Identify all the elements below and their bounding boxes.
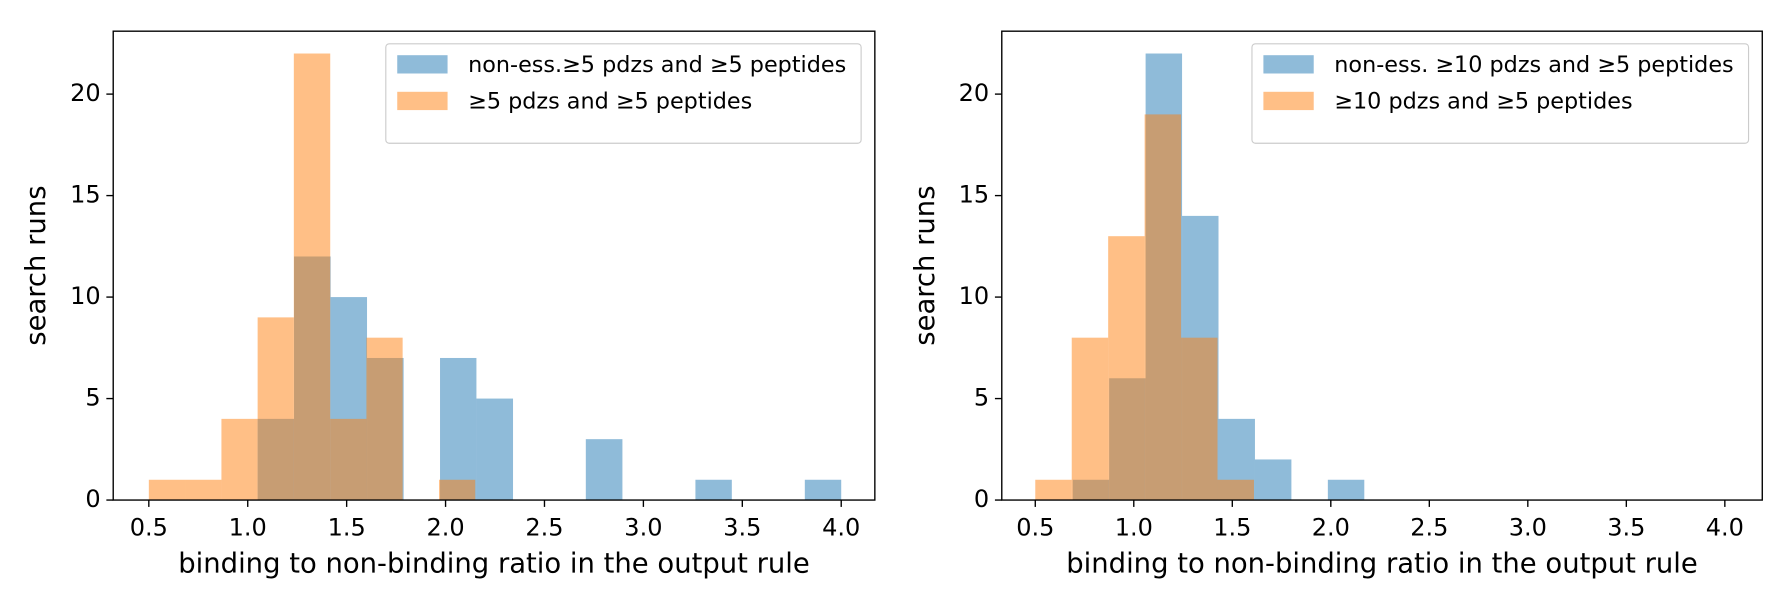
legend-label: ≥10 pdzs and ≥5 peptides	[1334, 89, 1632, 115]
bar	[804, 479, 842, 501]
y-tick-label: 15	[70, 181, 101, 209]
axes-frame	[112, 30, 876, 501]
x-tick-label: 0.5	[1016, 514, 1054, 542]
legend-label: ≥5 pdzs and ≥5 peptides	[468, 89, 752, 115]
x-tick-label: 2.5	[1410, 514, 1448, 542]
bar	[1217, 479, 1254, 501]
y-tick-label: 20	[70, 79, 101, 107]
bar	[1254, 459, 1292, 501]
bar	[257, 317, 294, 501]
y-tick-label: 10	[959, 282, 990, 310]
x-tick-label: 4.0	[822, 514, 860, 542]
bar	[585, 439, 623, 501]
x-tick-label: 1.0	[229, 514, 267, 542]
x-tick-label: 1.5	[328, 514, 366, 542]
bar	[1035, 479, 1072, 501]
x-tick-label: 1.0	[1115, 514, 1153, 542]
legend-swatch	[1263, 91, 1314, 111]
bar	[293, 53, 331, 501]
bar	[1144, 114, 1182, 501]
x-tick-label: 2.5	[525, 514, 563, 542]
legend-swatch	[397, 55, 448, 74]
y-tick-label: 15	[959, 181, 990, 209]
x-tick-label: 3.0	[1509, 514, 1547, 542]
x-tick-label: 3.5	[1607, 514, 1645, 542]
x-axis-label: binding to non-binding ratio in the outp…	[1066, 549, 1698, 580]
bar	[440, 357, 477, 501]
bar	[1327, 479, 1365, 501]
bar	[695, 479, 732, 501]
bar	[476, 398, 514, 501]
y-tick-label: 20	[959, 79, 990, 107]
x-tick-label: 3.0	[624, 514, 662, 542]
legend-swatch	[397, 91, 448, 111]
bar	[221, 418, 258, 501]
bar	[1108, 236, 1145, 501]
y-axis-label: search runs	[21, 186, 52, 346]
legend-swatch	[1263, 55, 1314, 74]
y-tick-label: 5	[85, 384, 100, 412]
legend-label: non-ess.≥5 pdzs and ≥5 peptides	[468, 52, 846, 78]
bar	[1181, 337, 1218, 501]
x-tick-label: 4.0	[1706, 514, 1744, 542]
bar	[330, 418, 367, 501]
bar	[185, 479, 222, 501]
legend-label: non-ess. ≥10 pdzs and ≥5 peptides	[1334, 52, 1733, 78]
axes-frame	[1001, 30, 1763, 501]
x-tick-label: 2.0	[426, 514, 464, 542]
x-tick-label: 3.5	[723, 514, 761, 542]
y-tick-label: 5	[974, 384, 989, 412]
bar	[1071, 337, 1109, 501]
legend: non-ess. ≥10 pdzs and ≥5 peptides ≥10 pdz…	[1251, 43, 1750, 144]
x-axis-label: binding to non-binding ratio in the outp…	[178, 549, 810, 580]
x-tick-label: 0.5	[130, 514, 168, 542]
y-tick-label: 10	[70, 282, 101, 310]
legend-frame	[385, 43, 862, 144]
bar	[366, 337, 403, 501]
x-tick-label: 1.5	[1213, 514, 1251, 542]
x-tick-label: 2.0	[1312, 514, 1350, 542]
legend-frame	[1251, 43, 1750, 144]
bar	[148, 479, 186, 501]
y-tick-label: 0	[85, 485, 100, 513]
y-tick-label: 0	[974, 485, 989, 513]
y-axis-label: search runs	[910, 186, 941, 346]
bar	[439, 479, 476, 501]
legend: non-ess.≥5 pdzs and ≥5 peptides ≥5 pdzs a…	[385, 43, 862, 144]
